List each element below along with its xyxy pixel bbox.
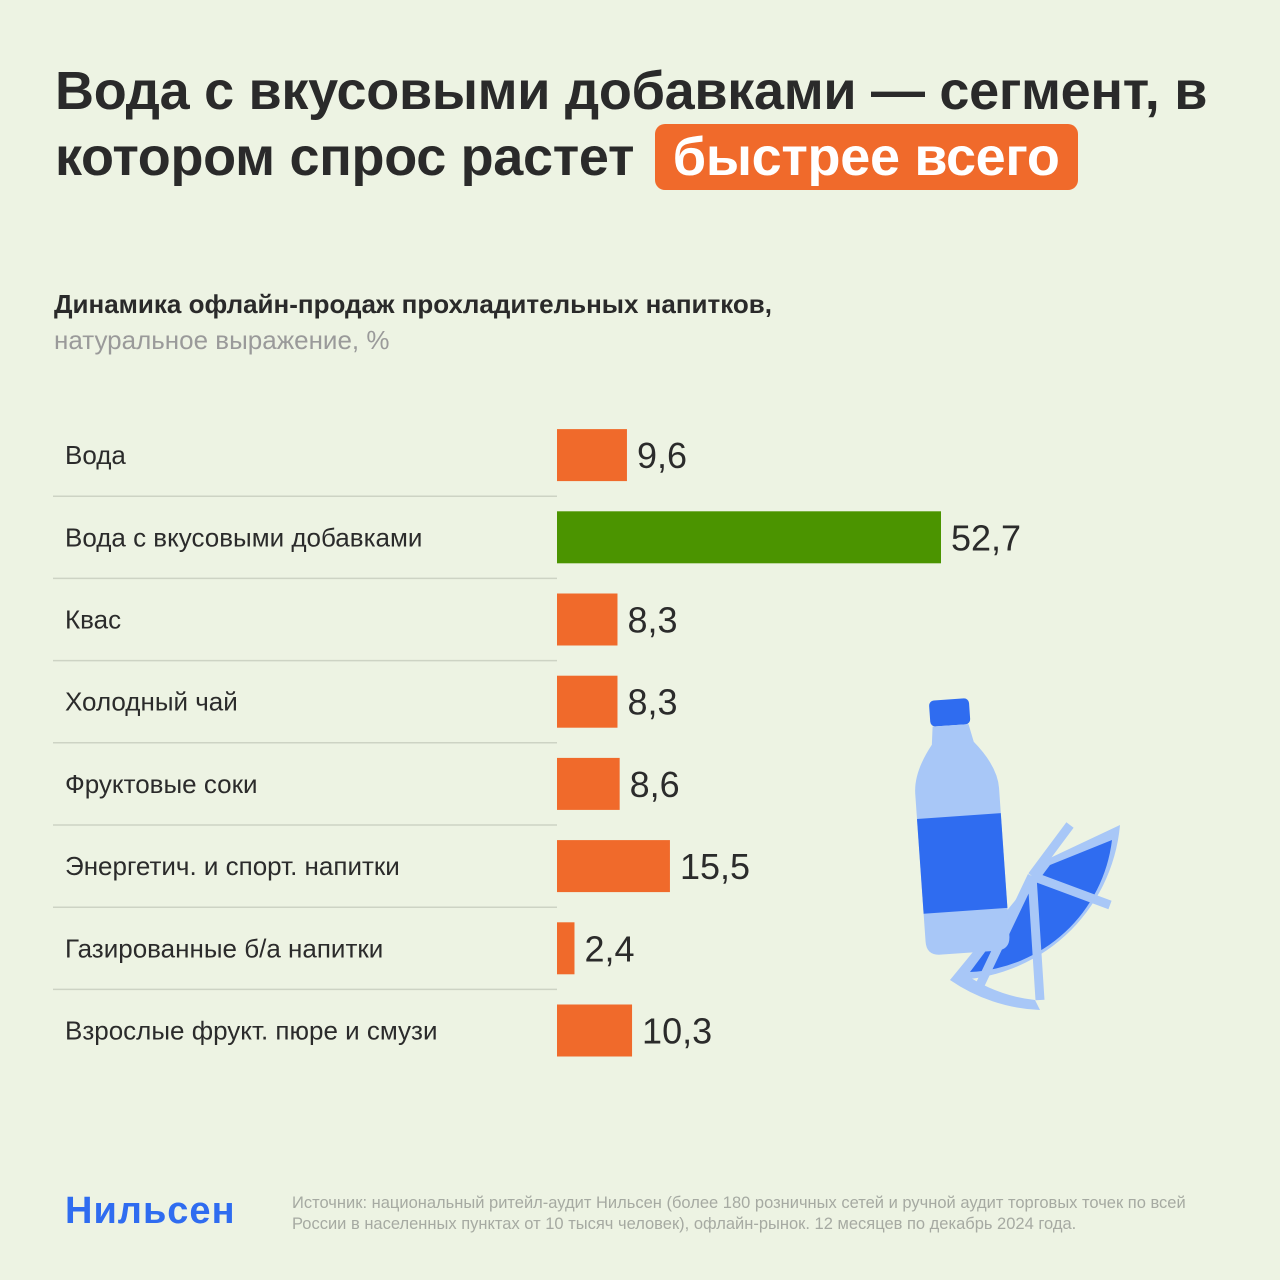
bar xyxy=(557,429,627,482)
subtitle-light: натуральное выражение, % xyxy=(54,325,390,355)
headline: Вода с вкусовыми добавками — сегмент, в … xyxy=(55,58,1235,190)
bottle-and-citrus-icon xyxy=(915,698,1120,1010)
headline-text: Вода с вкусовыми добавками — сегмент, в … xyxy=(55,61,1208,187)
category-label: Вода xyxy=(65,440,126,470)
value-label: 15,5 xyxy=(680,846,750,887)
bar xyxy=(557,511,941,564)
subtitle-bold: Динамика офлайн-продаж прохладительных н… xyxy=(54,289,773,319)
value-label: 2,4 xyxy=(584,928,634,969)
bar xyxy=(557,757,620,810)
bottle-icon xyxy=(915,698,1010,955)
bar xyxy=(557,840,670,893)
category-label: Фруктовые соки xyxy=(65,769,258,799)
headline-highlight: быстрее всего xyxy=(654,124,1078,190)
category-label: Холодный чай xyxy=(65,687,238,717)
value-label: 9,6 xyxy=(637,435,687,476)
value-label: 8,6 xyxy=(630,764,680,805)
category-label: Газированные б/а напитки xyxy=(65,933,383,963)
chart-subtitle: Динамика офлайн-продаж прохладительных н… xyxy=(54,286,772,358)
bar xyxy=(557,1004,633,1057)
value-label: 8,3 xyxy=(627,600,677,641)
source-note: Источник: национальный ритейл-аудит Ниль… xyxy=(292,1194,1186,1233)
bar xyxy=(557,675,618,728)
category-label: Взрослые фрукт. пюре и смузи xyxy=(65,1016,438,1046)
category-label: Вода с вкусовыми добавками xyxy=(65,522,422,552)
category-label: Энергетич. и спорт. напитки xyxy=(65,851,400,881)
value-label: 8,3 xyxy=(627,682,677,723)
category-label: Квас xyxy=(65,605,121,635)
value-label: 52,7 xyxy=(951,517,1021,558)
bar xyxy=(557,593,618,646)
bar xyxy=(557,922,575,975)
value-label: 10,3 xyxy=(642,1011,712,1052)
nielsen-logo: Нильсен xyxy=(65,1190,236,1232)
